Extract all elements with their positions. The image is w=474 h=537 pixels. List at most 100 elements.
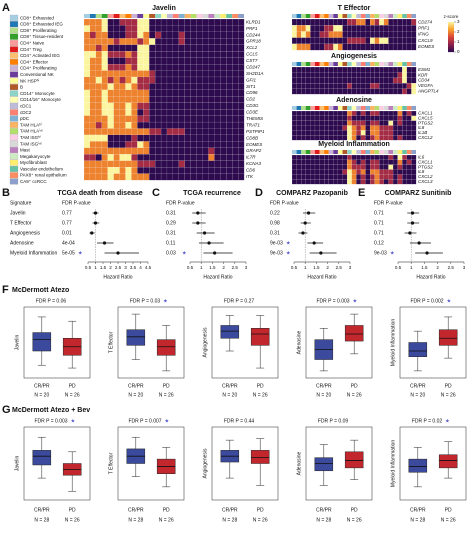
cell-type-bar bbox=[125, 14, 132, 18]
heatmap-cell bbox=[296, 154, 302, 161]
heatmap-cell bbox=[310, 174, 316, 180]
heatmap-cell bbox=[160, 44, 168, 52]
heatmap-cell bbox=[196, 89, 203, 97]
heatmap-cell bbox=[406, 37, 412, 45]
heatmap-cell bbox=[369, 88, 375, 95]
heatmap-cell bbox=[402, 164, 408, 170]
heatmap-cell bbox=[190, 57, 197, 65]
heatmap-cell bbox=[360, 72, 366, 79]
heatmap-cell bbox=[388, 120, 394, 126]
n-label: N = 20 bbox=[34, 392, 49, 398]
heatmap-cell bbox=[184, 173, 191, 181]
heatmap-cell bbox=[172, 121, 180, 129]
heatmap-cell bbox=[95, 147, 103, 155]
heatmap-cell bbox=[178, 160, 186, 168]
heatmap-cell bbox=[149, 121, 156, 129]
heatmap-cell bbox=[226, 160, 233, 168]
heatmap-cell bbox=[314, 37, 320, 45]
box bbox=[344, 451, 364, 469]
fdr-value: 9e-03 bbox=[270, 240, 283, 246]
cell-type-swatch bbox=[9, 46, 19, 53]
colorbar-segment bbox=[448, 51, 454, 53]
cell-type-swatch bbox=[9, 52, 19, 59]
heatmap-cell bbox=[155, 51, 162, 58]
heatmap-cell bbox=[333, 125, 339, 131]
category-label: CR/PR bbox=[222, 507, 238, 513]
heatmap-cell bbox=[131, 128, 138, 136]
heatmap-cell bbox=[296, 115, 302, 121]
heatmap-cell bbox=[155, 160, 162, 168]
heatmap-cell bbox=[202, 154, 209, 161]
cell-type-bar bbox=[319, 14, 325, 18]
heatmap-cell bbox=[149, 96, 156, 103]
significance-star: ★ bbox=[71, 418, 76, 424]
box bbox=[126, 329, 146, 346]
heatmap-cell bbox=[196, 109, 203, 116]
heatmap-cell bbox=[337, 110, 343, 117]
gene-label: CCL5 bbox=[246, 52, 258, 57]
heatmap-cell bbox=[202, 64, 209, 71]
cell-type-bar bbox=[402, 150, 407, 154]
n-label: N = 20 bbox=[222, 392, 237, 398]
heatmap-cell bbox=[149, 76, 156, 84]
y-axis-label: T Effector bbox=[108, 452, 114, 474]
heatmap-cell bbox=[324, 83, 330, 89]
gene-label: CD8B bbox=[246, 135, 258, 140]
heatmap-cell bbox=[347, 120, 352, 126]
forest-title: COMPARZ Sunitinib bbox=[385, 190, 452, 197]
heatmap-cell bbox=[202, 96, 209, 103]
heatmap-cell bbox=[172, 147, 180, 155]
heatmap-cell bbox=[232, 134, 239, 142]
hazard-ratio-point bbox=[306, 211, 311, 215]
heatmap-cell bbox=[131, 70, 138, 78]
heatmap-cell bbox=[196, 134, 203, 142]
heatmap-cell bbox=[305, 120, 311, 126]
heatmap-cell bbox=[402, 88, 408, 95]
heatmap-cell bbox=[226, 44, 233, 52]
colorbar-tick-label: 0 bbox=[457, 49, 460, 54]
heatmap-cell bbox=[226, 38, 233, 46]
heatmap-cell bbox=[347, 110, 352, 117]
heatmap-cell bbox=[178, 102, 186, 110]
heatmap-cell bbox=[143, 102, 150, 110]
heatmap-cell bbox=[178, 70, 186, 78]
cell-type-bar bbox=[324, 106, 329, 110]
cell-type-bar bbox=[314, 62, 320, 66]
heatmap-cell bbox=[397, 159, 403, 165]
heatmap-cell bbox=[379, 37, 385, 45]
heatmap-cell bbox=[172, 141, 180, 149]
heatmap-cell bbox=[333, 110, 339, 117]
heatmap-cell bbox=[89, 96, 97, 103]
heatmap-cell bbox=[411, 179, 417, 185]
heatmap-cell bbox=[402, 125, 408, 131]
heatmap-cell bbox=[178, 38, 186, 46]
heatmap-cell bbox=[220, 160, 227, 168]
heatmap-cell bbox=[166, 173, 174, 181]
heatmap-cell bbox=[119, 173, 126, 181]
heatmap-cell bbox=[196, 147, 203, 155]
heatmap-cell bbox=[351, 174, 357, 180]
heatmap-cell bbox=[402, 83, 408, 89]
heatmap-cell bbox=[178, 76, 186, 84]
heatmap-cell bbox=[333, 159, 339, 165]
panel-title: FDR P = 0.09 bbox=[318, 418, 349, 424]
heatmap-cell bbox=[291, 164, 297, 170]
heatmap-cell bbox=[89, 154, 97, 161]
heatmap-cell bbox=[319, 31, 325, 38]
heatmap-cell bbox=[232, 44, 239, 52]
cell-type-bar bbox=[333, 62, 338, 66]
fdr-value: 0.31 bbox=[166, 230, 176, 236]
heatmap-cell bbox=[113, 83, 120, 91]
cell-type-bar bbox=[314, 14, 320, 18]
cell-type-bar bbox=[379, 150, 384, 154]
heatmap-cell bbox=[314, 110, 320, 117]
heatmap-cell bbox=[178, 115, 186, 123]
heatmap-cell bbox=[314, 18, 320, 26]
heatmap-cell bbox=[226, 89, 233, 97]
y-axis-label: Javelin bbox=[14, 456, 20, 472]
heatmap-cell bbox=[160, 51, 168, 58]
heatmap-cell bbox=[184, 160, 191, 168]
heatmap-cell bbox=[119, 154, 126, 161]
gene-label: IL8 bbox=[418, 125, 425, 130]
heatmap-cell bbox=[172, 38, 180, 46]
